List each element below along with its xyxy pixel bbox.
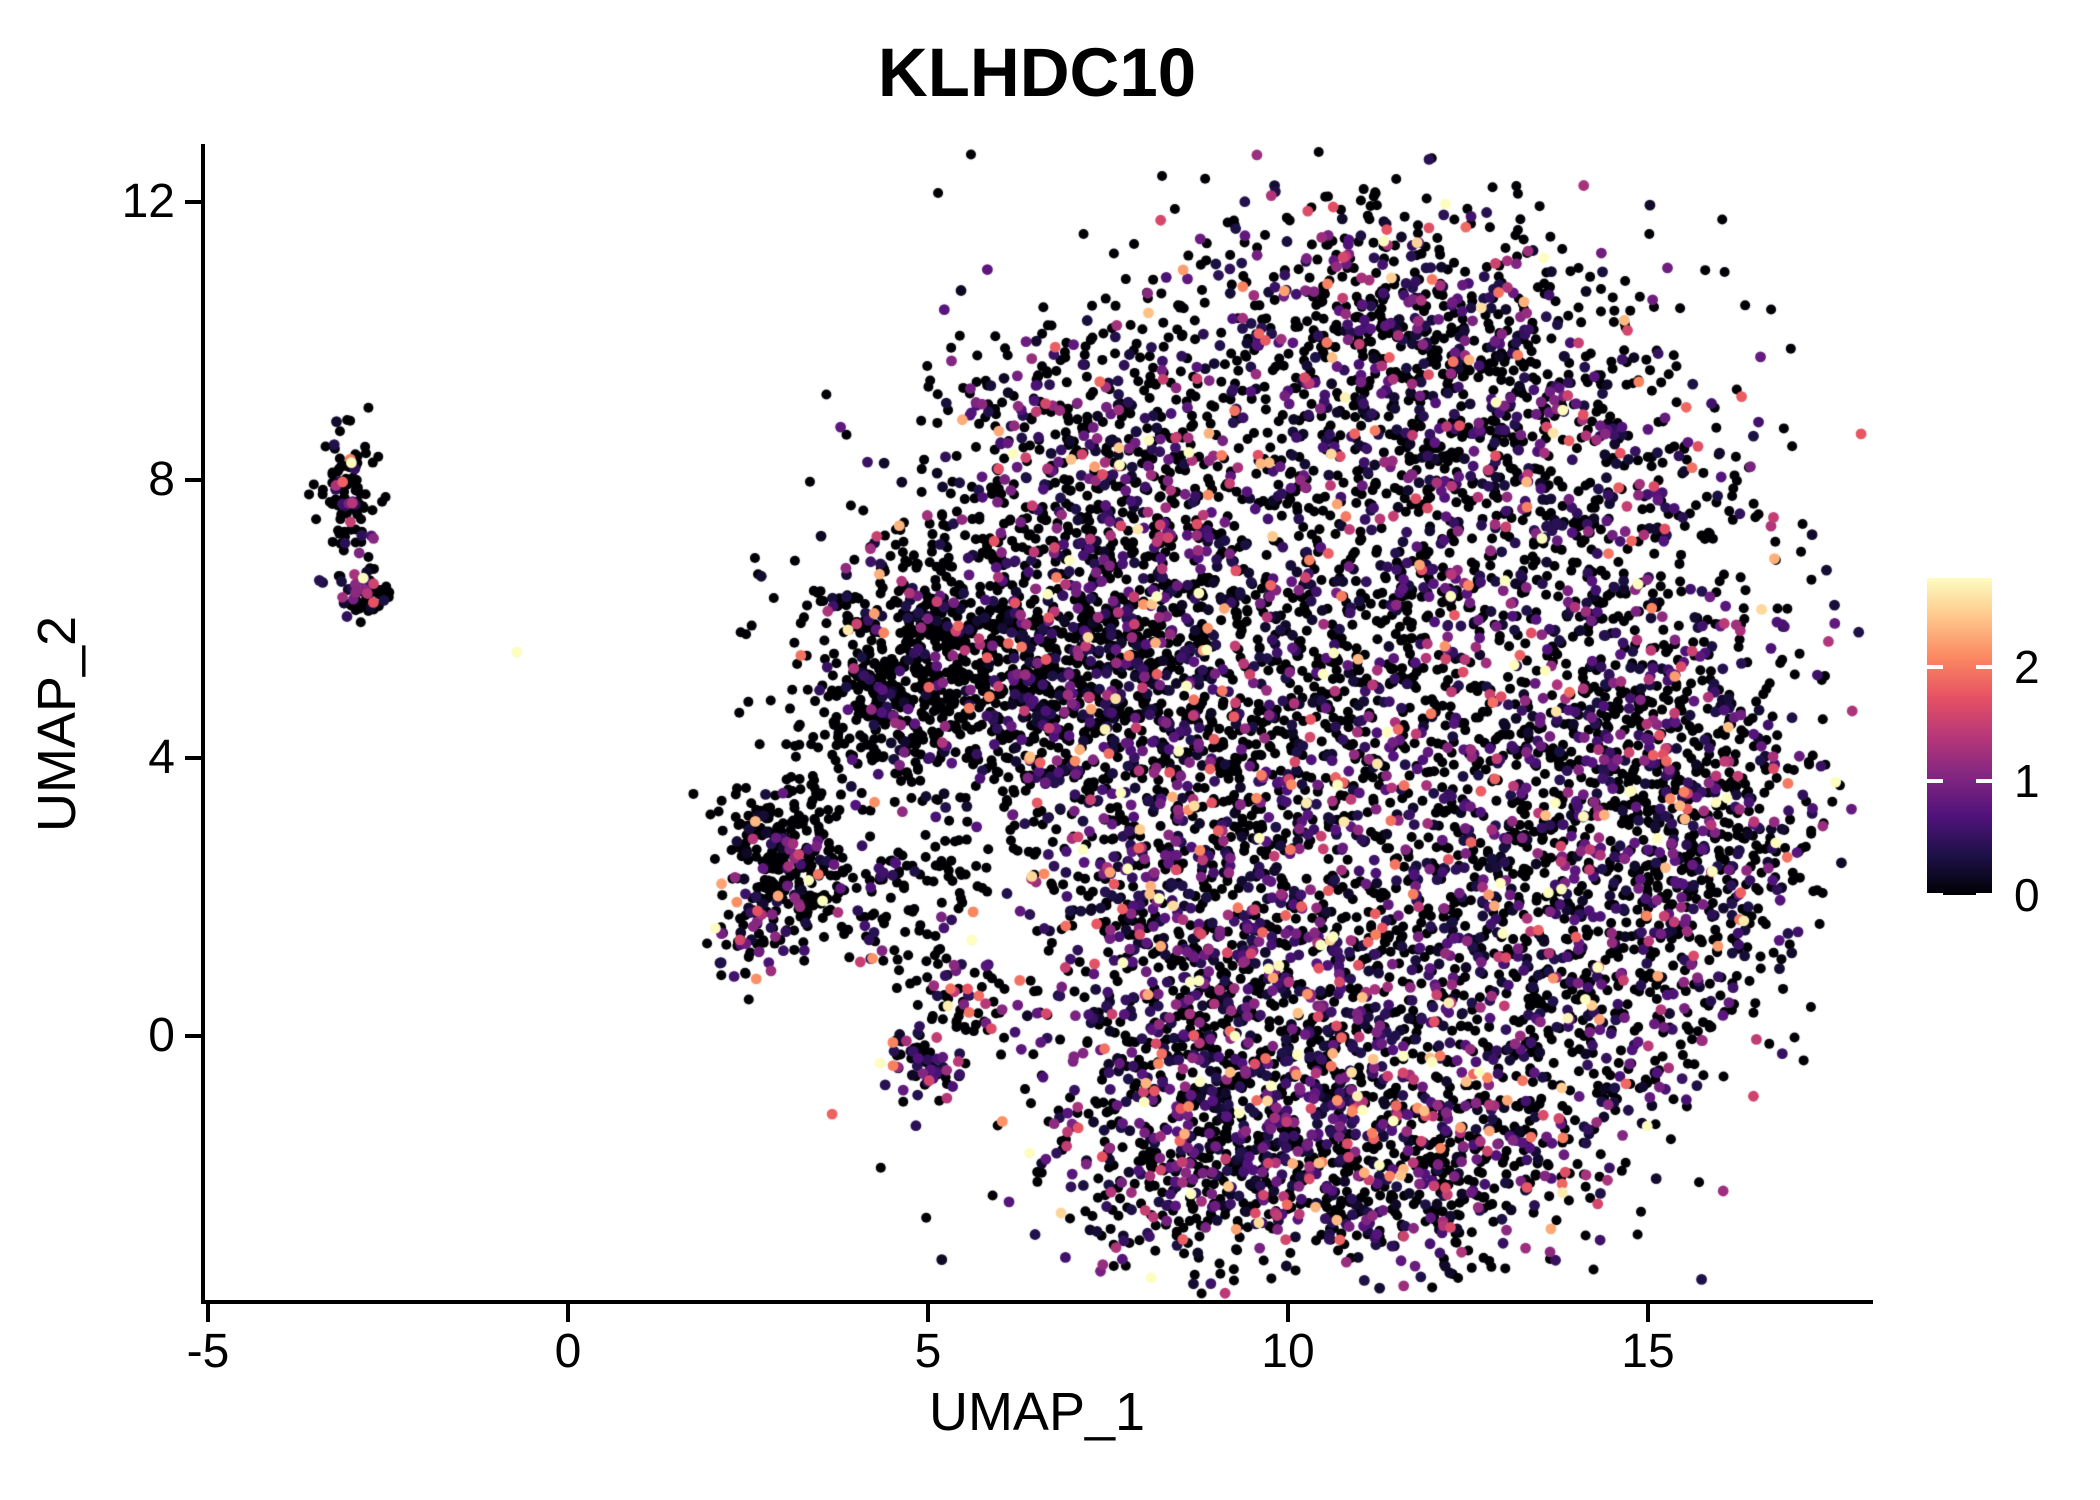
y-tick-label: 4 <box>148 731 175 784</box>
colorbar-tick-label: 1 <box>2014 755 2040 807</box>
y-tick-mark <box>185 756 203 760</box>
x-axis-line <box>201 1300 1873 1304</box>
x-tick-mark <box>1646 1302 1650 1322</box>
y-axis-title: UMAP_2 <box>27 615 87 833</box>
colorbar-tick-mark <box>1976 665 1992 669</box>
y-tick-label: 12 <box>121 175 175 228</box>
y-tick-mark <box>185 1034 203 1038</box>
y-tick-mark <box>185 200 203 204</box>
x-tick-label: 0 <box>554 1325 582 1378</box>
colorbar-tick-mark <box>1927 779 1943 783</box>
x-tick-label: -5 <box>186 1325 230 1378</box>
x-tick-mark <box>926 1302 930 1322</box>
y-tick-mark <box>185 478 203 482</box>
y-axis-line <box>201 144 205 1304</box>
colorbar-tick-mark <box>1927 893 1943 897</box>
colorbar-tick-label: 0 <box>2014 869 2040 921</box>
x-tick-label: 5 <box>914 1325 942 1378</box>
x-tick-mark <box>1286 1302 1290 1322</box>
x-tick-mark <box>566 1302 570 1322</box>
colorbar-tick-mark <box>1927 665 1943 669</box>
x-tick-label: 10 <box>1261 1325 1315 1378</box>
colorbar-tick-label: 2 <box>2014 641 2040 693</box>
colorbar-tick-mark <box>1976 779 1992 783</box>
x-axis-title: UMAP_1 <box>928 1382 1146 1442</box>
y-tick-label: 8 <box>148 453 175 506</box>
x-tick-mark <box>206 1302 210 1322</box>
colorbar-gradient <box>1927 578 1992 895</box>
colorbar-tick-mark <box>1976 893 1992 897</box>
plot-title: KLHDC10 <box>877 34 1197 111</box>
y-tick-label: 0 <box>148 1009 175 1062</box>
x-tick-label: 15 <box>1621 1325 1675 1378</box>
